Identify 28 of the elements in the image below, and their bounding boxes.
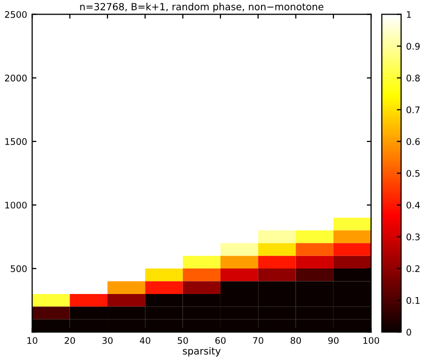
color-bar-label: 0.7 bbox=[406, 106, 420, 114]
y-tick-label: 2500 bbox=[5, 11, 27, 18]
chart-title: n=32768, B=k+1, random phase, non−monotone bbox=[80, 2, 324, 12]
y-tick-label: 2000 bbox=[5, 74, 27, 82]
x-tick-label: 40 bbox=[140, 337, 150, 344]
color-bar-label: 0.6 bbox=[406, 138, 420, 146]
x-tick-label: 70 bbox=[253, 337, 264, 344]
color-bar-label: 0 bbox=[406, 328, 412, 336]
color-bar-label: 0.3 bbox=[406, 233, 420, 240]
x-tick-label: 20 bbox=[64, 337, 75, 344]
y-tick-label: 1500 bbox=[5, 138, 27, 146]
color-bar-label: 0.9 bbox=[406, 42, 420, 50]
x-tick-label: 10 bbox=[27, 337, 38, 344]
color-bar-label: 1 bbox=[406, 11, 411, 18]
y-tick-label: 500 bbox=[10, 265, 27, 272]
y-tick-label: 1000 bbox=[5, 202, 27, 209]
color-bar-label: 0.4 bbox=[406, 202, 420, 209]
color-bar-label: 0.8 bbox=[406, 74, 420, 82]
x-tick-label: 60 bbox=[215, 337, 226, 344]
x-tick-label: 100 bbox=[363, 337, 380, 344]
x-tick-label: 90 bbox=[328, 337, 339, 344]
color-bar-label: 0.5 bbox=[406, 170, 420, 177]
color-bar-label: 0.1 bbox=[406, 297, 420, 304]
x-tick-label: 30 bbox=[102, 337, 113, 344]
x-tick-label: 80 bbox=[290, 337, 301, 344]
x-axis-title: sparsity bbox=[182, 347, 221, 356]
color-bar-label: 0.2 bbox=[406, 265, 420, 272]
x-tick-label: 50 bbox=[178, 337, 188, 344]
